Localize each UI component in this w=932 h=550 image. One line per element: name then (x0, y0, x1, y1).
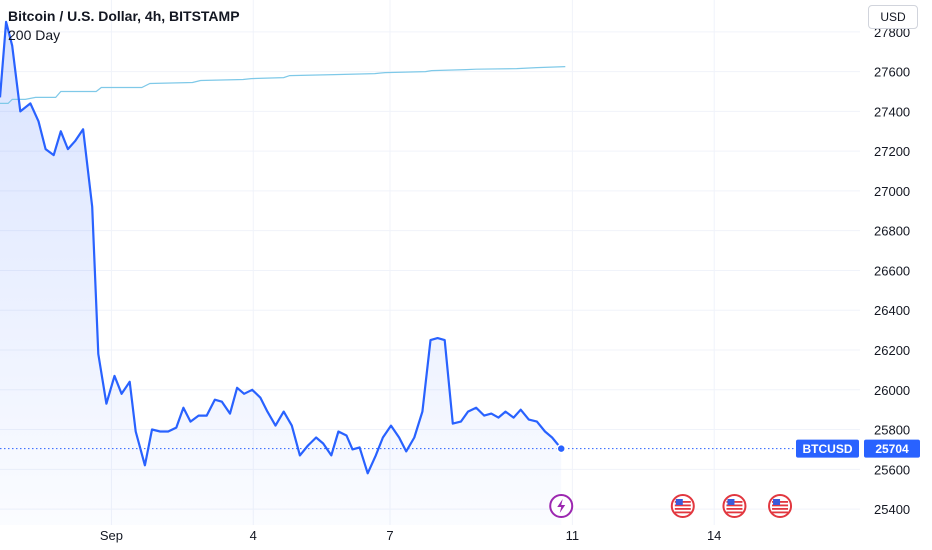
y-tick-label: 26600 (874, 263, 910, 278)
currency-button[interactable]: USD (868, 5, 918, 29)
event-markers (549, 494, 793, 518)
x-tick-label: 4 (250, 528, 257, 543)
y-tick-label: 26200 (874, 343, 910, 358)
title-block: Bitcoin / U.S. Dollar, 4h, BITSTAMP 200 … (8, 8, 240, 43)
time-axis: Sep 4 7 11 14 (100, 528, 722, 543)
y-tick-label: 26800 (874, 224, 910, 239)
x-tick-label: 7 (386, 528, 393, 543)
x-tick-label: 14 (707, 528, 721, 543)
symbol-label-bg (796, 439, 859, 458)
y-tick-label: 26000 (874, 383, 910, 398)
price-line (0, 20, 563, 475)
ma-200-line (0, 66, 566, 104)
y-tick-label: 25400 (874, 502, 910, 517)
y-tick-label: 25600 (874, 462, 910, 477)
symbol-label: BTCUSD (803, 442, 853, 456)
price-label: 25704 (875, 442, 909, 456)
us-flag-icon[interactable] (670, 494, 695, 518)
y-tick-label: 27200 (874, 144, 910, 159)
price-area (0, 21, 562, 526)
y-tick-label: 27400 (874, 104, 910, 119)
us-flag-icon[interactable] (722, 494, 747, 518)
us-flag-icon[interactable] (768, 494, 793, 518)
lightning-icon[interactable] (549, 494, 574, 518)
y-tick-label: 27600 (874, 65, 910, 80)
y-tick-label: 26400 (874, 303, 910, 318)
chart-title: Bitcoin / U.S. Dollar, 4h, BITSTAMP (8, 8, 240, 24)
x-tick-label: Sep (100, 528, 123, 543)
price-label-bg (864, 439, 920, 458)
indicator-legend[interactable]: 200 Day (8, 27, 61, 43)
last-price-dot (556, 443, 566, 454)
x-tick-label: 11 (566, 528, 580, 543)
series (0, 20, 860, 526)
y-tick-label: 27000 (874, 184, 910, 199)
price-labels: BTCUSD 25704 (796, 439, 920, 458)
y-tick-label: 25800 (874, 423, 910, 438)
